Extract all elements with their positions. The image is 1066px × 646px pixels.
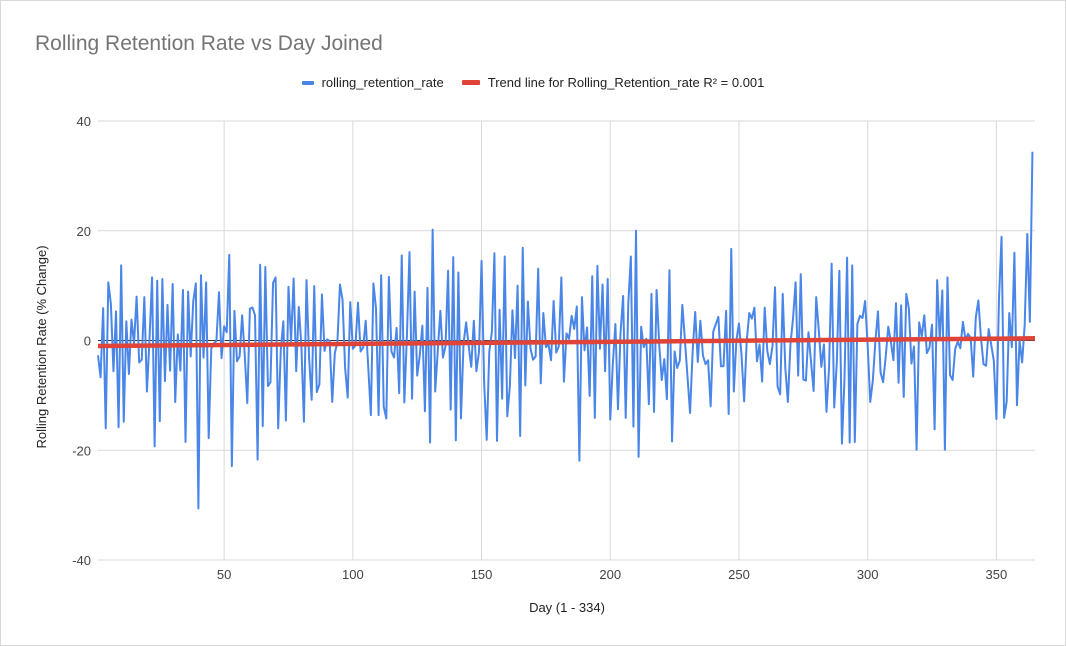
y-tick-label: -40 bbox=[72, 553, 91, 568]
gridlines bbox=[98, 120, 1035, 561]
x-tick-label: 300 bbox=[857, 567, 879, 582]
y-tick-label: 20 bbox=[77, 224, 91, 239]
legend: rolling_retention_rate Trend line for Ro… bbox=[1, 75, 1065, 90]
x-tick-label: 350 bbox=[986, 567, 1008, 582]
x-tick-label: 50 bbox=[217, 567, 231, 582]
chart-title: Rolling Retention Rate vs Day Joined bbox=[35, 32, 383, 55]
x-tick-label: 150 bbox=[471, 567, 493, 582]
trendline bbox=[97, 336, 1036, 349]
legend-swatch-blue bbox=[301, 80, 314, 85]
series-layer bbox=[97, 151, 1036, 510]
series-line-rolling-retention-rate bbox=[97, 151, 1034, 510]
legend-item-series[interactable]: rolling_retention_rate bbox=[301, 75, 444, 90]
legend-item-trendline[interactable]: Trend line for Rolling_Retention_rate R²… bbox=[461, 75, 765, 90]
x-axis-title: Day (1 - 334) bbox=[529, 600, 605, 615]
legend-swatch-red bbox=[461, 80, 480, 85]
y-tick-label: -20 bbox=[72, 443, 91, 458]
y-tick-label: 40 bbox=[77, 114, 91, 129]
legend-label-series: rolling_retention_rate bbox=[321, 75, 444, 90]
x-tick-label: 250 bbox=[728, 567, 750, 582]
tick-labels: -40 -20 0 20 40 50 100 150 200 250 300 350 bbox=[72, 114, 1007, 582]
x-tick-label: 100 bbox=[342, 567, 364, 582]
legend-label-trendline: Trend line for Rolling_Retention_rate R²… bbox=[487, 75, 765, 90]
y-tick-label: 0 bbox=[84, 334, 91, 349]
y-axis-title: Rolling Retention Rate (% Change) bbox=[34, 245, 49, 448]
x-tick-label: 200 bbox=[599, 567, 621, 582]
